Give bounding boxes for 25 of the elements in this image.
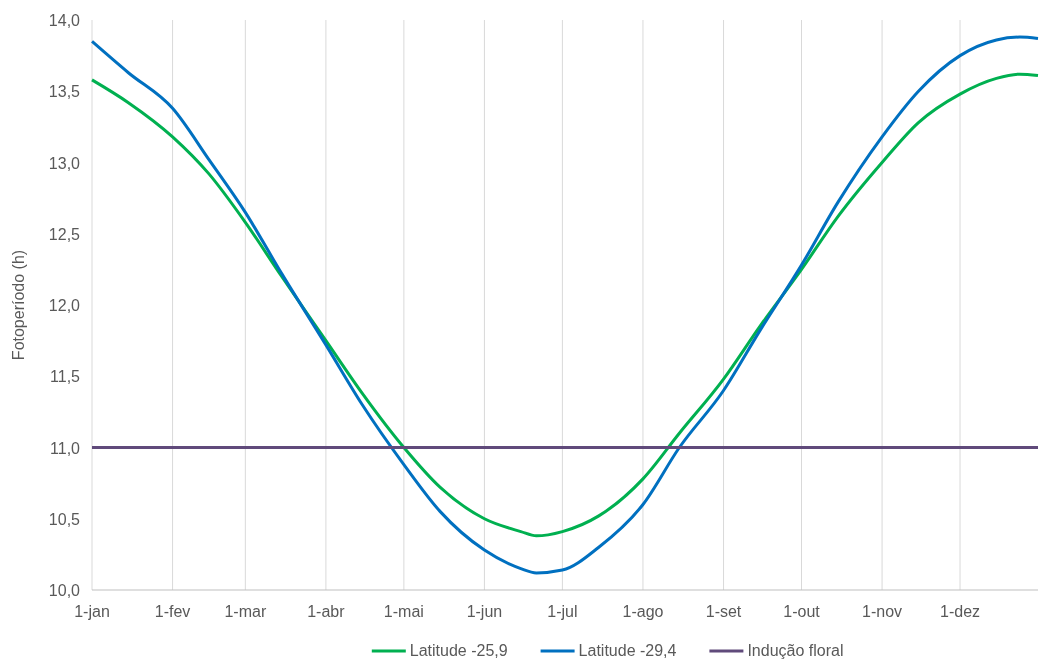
y-tick-label: 10,5	[48, 510, 81, 528]
x-tick-label: 1-mai	[383, 603, 424, 620]
x-tick-label: 1-jan	[74, 603, 110, 620]
y-tick-label: 12,5	[48, 225, 81, 243]
y-tick-label: 10,0	[48, 582, 81, 599]
legend-label: Indução floral	[747, 642, 844, 659]
y-tick-label: 13,5	[48, 83, 81, 101]
x-tick-label: 1-jun	[466, 603, 503, 620]
x-tick-label: 1-mar	[224, 603, 267, 620]
y-tick-label: 11,5	[50, 368, 81, 386]
x-tick-label: 1-fev	[154, 603, 191, 620]
x-tick-label: 1-ago	[622, 603, 664, 620]
x-tick-label: 1-abr	[307, 603, 346, 620]
x-tick-label: 1-nov	[862, 603, 903, 620]
x-tick-label: 1-set	[705, 603, 742, 620]
legend-label: Latitude -25,9	[409, 642, 508, 659]
y-tick-label: 13,0	[48, 154, 81, 172]
legend-label: Latitude -29,4	[578, 642, 677, 659]
x-tick-label: 1-dez	[940, 603, 981, 620]
y-tick-label: 11,0	[50, 439, 81, 457]
y-tick-label: 12,0	[48, 297, 81, 314]
x-tick-label: 1-jul	[547, 603, 578, 620]
x-tick-label: 1-out	[783, 603, 821, 620]
y-axis-title: Fotoperíodo (h)	[10, 249, 27, 361]
y-tick-label: 14,0	[48, 12, 81, 29]
